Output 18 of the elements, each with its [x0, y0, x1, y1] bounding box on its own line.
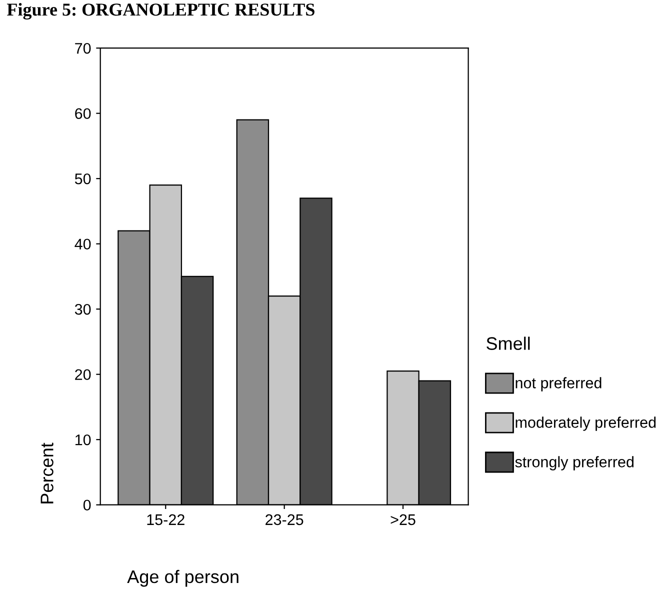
x-tick-label: 23-25 — [266, 514, 304, 526]
y-tick-label: 0 — [83, 500, 91, 511]
legend-label: moderately preferred — [516, 416, 656, 431]
y-tick-label: 20 — [75, 369, 91, 380]
x-tick-label: 15-22 — [147, 514, 184, 526]
legend-title: Smell — [486, 336, 530, 350]
y-tick-label: 70 — [75, 42, 91, 54]
y-tick-label: 30 — [74, 304, 91, 315]
y-tick-label: 40 — [74, 238, 91, 250]
y-tick-label: 10 — [75, 434, 91, 446]
chart-title: Figure 5: ORGANOLEPTIC RESULTS — [7, 3, 314, 20]
y-axis-title: Percent — [40, 442, 54, 504]
y-tick-label: 60 — [75, 108, 91, 120]
legend-label: strongly preferred — [515, 456, 634, 470]
x-tick-label: >25 — [390, 514, 416, 526]
y-tick-label: 50 — [74, 173, 91, 184]
legend-label: not preferred — [516, 377, 602, 392]
x-axis-title: Age of person — [127, 570, 238, 587]
